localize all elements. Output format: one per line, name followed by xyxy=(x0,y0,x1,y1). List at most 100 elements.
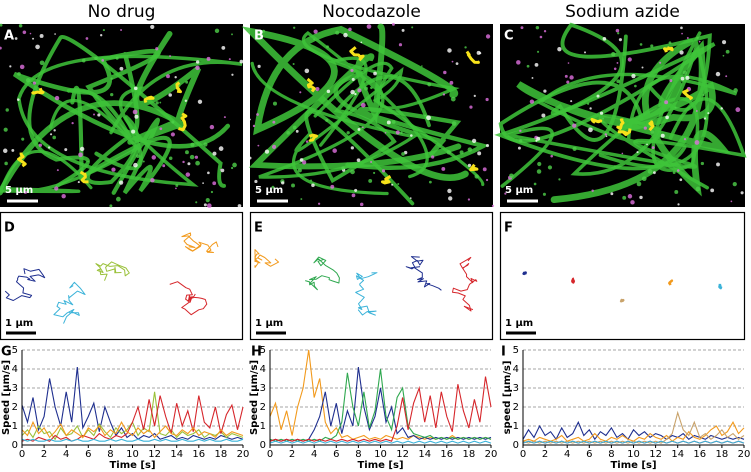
cell-membrane xyxy=(70,86,172,195)
vesicle xyxy=(401,152,405,156)
vesicle xyxy=(630,200,635,205)
y-axis-label: speed [μm/s] xyxy=(502,361,513,435)
vesicle xyxy=(558,178,561,181)
vesicle xyxy=(467,147,473,152)
vesicle xyxy=(485,144,490,148)
vesicle xyxy=(4,161,8,166)
vesicle xyxy=(286,130,291,135)
vesicle xyxy=(39,60,45,66)
vesicle xyxy=(206,203,212,208)
vesicle xyxy=(366,24,372,29)
vesicle xyxy=(373,71,377,76)
vesicle xyxy=(228,58,231,61)
vesicle xyxy=(564,74,568,78)
x-axis-label: Time [s] xyxy=(357,460,403,471)
y-tick-label: 3 xyxy=(513,383,519,394)
y-tick-label: 5 xyxy=(260,345,266,356)
vesicle xyxy=(631,73,636,79)
trajectory xyxy=(405,256,442,291)
vesicle xyxy=(720,107,723,110)
vesicle xyxy=(411,26,414,29)
vesicle xyxy=(271,185,275,189)
trajectory xyxy=(668,279,674,286)
column-title: Nocodazole xyxy=(322,2,421,22)
x-tick-label: 6 xyxy=(85,449,91,460)
vesicle xyxy=(639,195,643,200)
vesicle xyxy=(643,126,647,130)
vesicle xyxy=(100,34,103,37)
vesicle xyxy=(11,148,15,152)
vesicle xyxy=(195,201,198,204)
x-tick-label: 0 xyxy=(267,449,273,460)
vesicle xyxy=(189,154,195,160)
track-overlay xyxy=(175,81,182,94)
vesicle xyxy=(18,23,23,28)
x-tick-label: 20 xyxy=(237,449,250,460)
vesicle xyxy=(109,204,113,208)
y-tick-label: 3 xyxy=(260,383,266,394)
vesicle xyxy=(256,113,259,116)
vesicle xyxy=(672,171,676,175)
vesicle xyxy=(53,129,56,132)
trajectory xyxy=(181,232,219,253)
x-tick-label: 12 xyxy=(396,449,409,460)
vesicle xyxy=(175,187,177,190)
trajectory xyxy=(619,298,625,303)
cell-membrane xyxy=(0,30,202,196)
y-tick-label: 4 xyxy=(260,364,266,375)
vesicle xyxy=(155,47,159,51)
vesicle xyxy=(504,192,507,195)
vesicle xyxy=(304,68,310,74)
panel-label: B xyxy=(254,29,264,44)
vesicle xyxy=(636,151,639,154)
vesicle xyxy=(566,80,570,84)
vesicle xyxy=(591,189,594,192)
vesicle xyxy=(467,163,472,167)
vesicle xyxy=(567,62,570,64)
vesicle xyxy=(174,76,177,79)
vesicle xyxy=(111,167,116,172)
vesicle xyxy=(651,146,655,150)
vesicle xyxy=(695,186,701,192)
scale-label: 5 μm xyxy=(5,185,33,196)
vesicle xyxy=(401,28,405,32)
vesicle xyxy=(370,86,373,90)
vesicle xyxy=(541,113,546,118)
vesicle xyxy=(326,45,329,49)
x-tick-label: 2 xyxy=(41,449,47,460)
speed-line xyxy=(522,420,745,441)
vesicle xyxy=(292,125,297,130)
vesicle xyxy=(529,99,535,104)
vesicle xyxy=(357,88,362,93)
speed-line xyxy=(21,420,244,439)
vesicle xyxy=(447,48,452,53)
vesicle xyxy=(170,132,175,137)
vesicle xyxy=(272,120,276,124)
vesicle xyxy=(517,146,521,150)
track-overlay xyxy=(17,152,27,168)
vesicle xyxy=(665,115,669,120)
x-tick-label: 12 xyxy=(649,449,662,460)
vesicle xyxy=(636,181,642,187)
vesicle xyxy=(151,155,156,160)
scale-label: 1 μm xyxy=(505,318,533,329)
y-tick-label: 1 xyxy=(12,421,18,432)
vesicle xyxy=(733,88,738,93)
vesicle xyxy=(3,148,8,154)
vesicle xyxy=(735,107,741,113)
vesicle xyxy=(190,142,195,147)
vesicle xyxy=(602,37,607,41)
trajectory xyxy=(571,277,576,284)
vesicle xyxy=(694,140,700,145)
vesicle xyxy=(622,195,627,200)
y-tick-label: 2 xyxy=(260,402,266,413)
speed-line xyxy=(269,376,492,442)
vesicle xyxy=(730,200,733,203)
vesicle xyxy=(621,152,624,155)
x-tick-label: 20 xyxy=(738,449,751,460)
vesicle xyxy=(469,105,473,109)
vesicle xyxy=(373,171,376,175)
vesicle xyxy=(627,57,632,62)
vesicle xyxy=(335,30,340,35)
vesicle xyxy=(641,176,647,182)
